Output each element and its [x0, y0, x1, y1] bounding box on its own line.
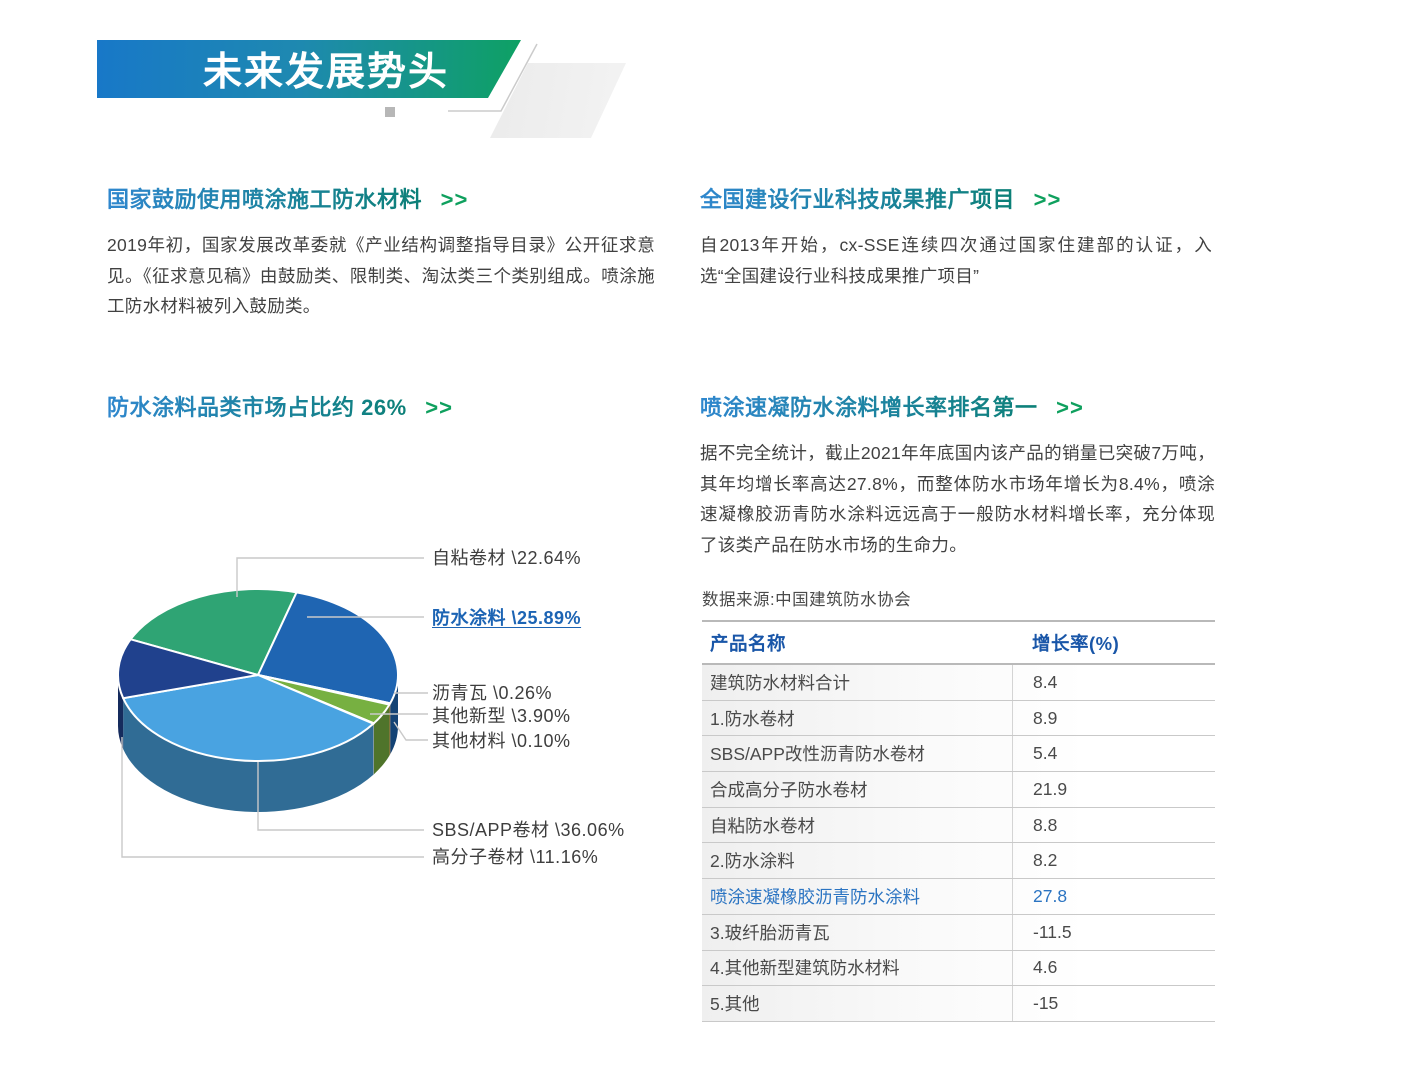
page-title: 未来发展势头 — [202, 51, 449, 94]
pie-slice-label: 自粘卷材 \22.64% — [432, 548, 582, 568]
pie-slice-label: 防水涂料 \25.89% — [432, 608, 582, 628]
pie-slice-label: 其他材料 \0.10% — [432, 731, 571, 751]
more-arrow-icon[interactable]: >> — [1033, 187, 1062, 212]
header-outline-decoration — [448, 43, 538, 112]
section-market-share-title: 防水涂料品类市场占比约 26% >> — [107, 394, 655, 422]
section-policy-title: 国家鼓励使用喷涂施工防水材料 >> — [107, 186, 655, 214]
section-promotion-title: 全国建设行业科技成果推广项目 >> — [700, 186, 1212, 214]
product-name-cell: 喷涂速凝橡胶沥青防水涂料 — [710, 886, 920, 907]
column-header-growth-rate: 增长率(%) — [1032, 632, 1120, 654]
section-title-text: 全国建设行业科技成果推广项目 — [700, 187, 1016, 212]
more-arrow-icon[interactable]: >> — [425, 395, 453, 420]
table-row: 5.其他 -15 — [702, 986, 1215, 1022]
section-promotion-body: 自2013年开始，cx-SSE连续四次通过国家住建部的认证，入选“全国建设行业科… — [700, 235, 1212, 286]
table-row: 3.玻纤胎沥青瓦 -11.5 — [702, 914, 1215, 951]
pie-slice-label: 高分子卷材 \11.16% — [432, 847, 599, 867]
table-header-row: 产品名称 增长率(%) — [702, 620, 1215, 665]
section-title-text: 防水涂料品类市场占比约 26% — [107, 395, 407, 420]
page-title-banner: 未来发展势头 — [97, 40, 521, 98]
pie-slice-label: 沥青瓦 \0.26% — [432, 683, 553, 703]
product-name-cell: 合成高分子防水卷材 — [710, 779, 868, 800]
product-name-cell: 5.其他 — [710, 994, 760, 1015]
product-name-cell: 2.防水涂料 — [710, 851, 795, 872]
growth-rate-cell: -15 — [1012, 986, 1215, 1021]
product-name-cell: 自粘防水卷材 — [710, 815, 815, 836]
growth-rate-table: 产品名称 增长率(%) 建筑防水材料合计 8.4 1.防水卷材 8.9 SBS/… — [702, 620, 1215, 1022]
header-gray-square — [385, 107, 395, 117]
more-arrow-icon[interactable]: >> — [1056, 395, 1084, 420]
table-row: 1.防水卷材 8.9 — [702, 700, 1215, 737]
section-title-text: 国家鼓励使用喷涂施工防水材料 — [107, 187, 423, 212]
growth-rate-cell: 8.4 — [1012, 665, 1215, 700]
pie-slice-label: SBS/APP卷材 \36.06% — [432, 820, 625, 840]
growth-rate-cell: -11.5 — [1012, 914, 1215, 950]
table-row: SBS/APP改性沥青防水卷材 5.4 — [702, 736, 1215, 773]
table-row: 2.防水涂料 8.2 — [702, 843, 1215, 880]
section-growth-rank: 喷涂速凝防水涂料增长率排名第一 >> 据不完全统计，截止2021年年底国内该产品… — [700, 394, 1215, 560]
data-source-note: 数据来源:中国建筑防水协会 — [702, 591, 912, 609]
table-row: 喷涂速凝橡胶沥青防水涂料 27.8 — [702, 879, 1215, 915]
pie-chart — [117, 557, 428, 858]
more-arrow-icon[interactable]: >> — [440, 187, 469, 212]
section-title-text: 喷涂速凝防水涂料增长率排名第一 — [700, 395, 1038, 420]
section-policy: 国家鼓励使用喷涂施工防水材料 >> 2019年初，国家发展改革委就《产业结构调整… — [107, 186, 655, 322]
product-name-cell: 建筑防水材料合计 — [710, 672, 850, 693]
pie-slice-label: 其他新型 \3.90% — [432, 706, 571, 726]
growth-rate-cell: 8.2 — [1012, 843, 1215, 879]
growth-rate-cell: 4.6 — [1012, 950, 1215, 986]
section-growth-rank-body: 据不完全统计，截止2021年年底国内该产品的销量已突破7万吨，其年均增长率高达2… — [700, 443, 1215, 555]
section-promotion: 全国建设行业科技成果推广项目 >> 自2013年开始，cx-SSE连续四次通过国… — [700, 186, 1212, 291]
table-body: 建筑防水材料合计 8.4 1.防水卷材 8.9 SBS/APP改性沥青防水卷材 … — [702, 665, 1215, 1022]
section-market-share: 防水涂料品类市场占比约 26% >> — [107, 394, 655, 422]
column-header-product-name: 产品名称 — [710, 632, 787, 654]
growth-rate-cell: 8.8 — [1012, 807, 1215, 843]
product-name-cell: 4.其他新型建筑防水材料 — [710, 958, 900, 979]
section-growth-rank-title: 喷涂速凝防水涂料增长率排名第一 >> — [700, 394, 1215, 422]
growth-rate-cell: 5.4 — [1012, 736, 1215, 772]
table-row: 自粘防水卷材 8.8 — [702, 807, 1215, 844]
growth-rate-cell: 8.9 — [1012, 700, 1215, 736]
product-name-cell: SBS/APP改性沥青防水卷材 — [710, 744, 925, 765]
section-policy-body: 2019年初，国家发展改革委就《产业结构调整指导目录》公开征求意见。《征求意见稿… — [107, 235, 655, 316]
product-name-cell: 1.防水卷材 — [710, 708, 795, 729]
growth-rate-cell: 21.9 — [1012, 772, 1215, 807]
growth-rate-cell: 27.8 — [1012, 879, 1215, 914]
table-row: 4.其他新型建筑防水材料 4.6 — [702, 950, 1215, 987]
header-outline-line — [448, 43, 538, 112]
table-row: 建筑防水材料合计 8.4 — [702, 665, 1215, 701]
product-name-cell: 3.玻纤胎沥青瓦 — [710, 922, 830, 943]
table-row: 合成高分子防水卷材 21.9 — [702, 772, 1215, 808]
